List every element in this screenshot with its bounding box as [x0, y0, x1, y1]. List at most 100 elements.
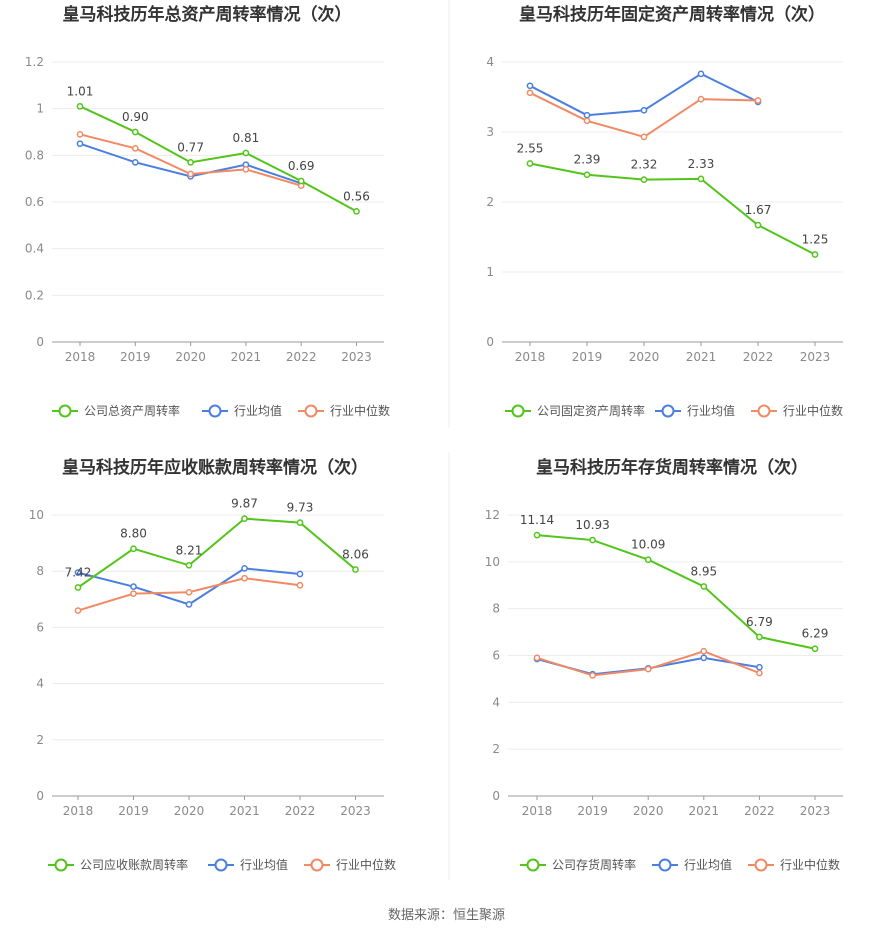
- y-tick-label: 0: [492, 789, 500, 803]
- legend-item-company[interactable]: 公司应收账款周转率: [48, 857, 188, 872]
- data-point-median: [533, 654, 541, 662]
- x-tick-label: 2021: [231, 350, 262, 364]
- data-point-company: [589, 536, 596, 544]
- data-point-median: [583, 117, 591, 125]
- y-tick-label: 4: [492, 695, 500, 709]
- legend-item-company[interactable]: 公司固定资产周转率: [505, 403, 645, 418]
- data-point-company: [131, 128, 139, 136]
- data-point-median: [241, 574, 248, 582]
- legend-label: 行业中位数: [783, 403, 843, 418]
- legend-label: 公司应收账款周转率: [80, 857, 188, 872]
- x-tick-label: 2023: [340, 804, 371, 818]
- data-point-avg: [76, 140, 84, 148]
- data-label: 0.90: [122, 110, 149, 124]
- data-label: 2.32: [631, 158, 658, 172]
- data-point-median: [74, 607, 82, 614]
- data-point-median: [754, 97, 762, 104]
- legend-label: 公司存货周转率: [552, 857, 636, 872]
- y-tick-label: 0.6: [25, 195, 44, 209]
- y-tick-label: 0.2: [25, 288, 44, 302]
- data-point-company: [352, 566, 359, 573]
- legend-label: 行业均值: [240, 857, 288, 872]
- series-line-company: [529, 162, 816, 256]
- legend-label: 行业中位数: [336, 857, 396, 872]
- data-point-median: [589, 672, 596, 679]
- y-tick-label: 6: [36, 620, 44, 634]
- legend-marker-icon: [214, 858, 228, 872]
- x-tick-label: 2019: [572, 350, 603, 364]
- legend-item-median[interactable]: 行业中位数: [298, 403, 390, 418]
- data-point-avg: [131, 158, 139, 166]
- x-tick-label: 2023: [341, 350, 372, 364]
- data-label: 1.25: [802, 233, 829, 247]
- data-point-median: [640, 133, 648, 141]
- y-tick-label: 10: [485, 555, 500, 569]
- data-point-company: [296, 519, 304, 526]
- legend-label: 行业中位数: [780, 857, 840, 872]
- data-point-median: [187, 170, 194, 178]
- data-label: 2.39: [574, 153, 601, 167]
- legend-marker-icon: [58, 404, 72, 418]
- x-tick-label: 2022: [744, 804, 775, 818]
- x-tick-label: 2020: [633, 804, 664, 818]
- legend-marker-icon: [54, 858, 68, 872]
- data-point-median: [242, 165, 250, 173]
- y-tick-label: 2: [36, 733, 44, 747]
- data-point-company: [811, 645, 819, 653]
- data-point-avg: [700, 654, 708, 662]
- data-label: 0.69: [288, 159, 315, 173]
- data-point-avg: [697, 70, 705, 78]
- data-point-avg: [526, 82, 534, 90]
- data-point-avg: [756, 663, 763, 671]
- legend-item-avg[interactable]: 行业均值: [208, 857, 288, 872]
- series-line-company: [79, 105, 357, 213]
- data-label: 10.09: [631, 538, 665, 552]
- y-tick-label: 2: [486, 195, 494, 209]
- data-point-company: [697, 175, 705, 183]
- legend-label: 行业中位数: [330, 403, 390, 418]
- x-tick-label: 2020: [175, 350, 206, 364]
- chart-panel-2: 皇马科技历年固定资产周转率情况（次） 0 1 2 3 4 2018 2019 2020 2021 2…: [486, 4, 843, 418]
- legend-item-avg[interactable]: 行业均值: [655, 403, 735, 418]
- legend-item-avg[interactable]: 行业均值: [652, 857, 732, 872]
- legend-item-avg[interactable]: 行业均值: [202, 403, 282, 418]
- data-point-avg: [583, 111, 591, 119]
- data-label: 1.67: [745, 203, 772, 217]
- data-point-company: [583, 171, 591, 179]
- data-label: 7.42: [65, 565, 92, 579]
- data-label: 8.80: [120, 527, 147, 541]
- data-point-company: [754, 221, 762, 229]
- chart-title: 皇马科技历年总资产周转率情况（次）: [63, 4, 352, 25]
- legend-marker-icon: [304, 404, 318, 418]
- data-label: 1.01: [67, 84, 94, 98]
- x-tick-label: 2022: [743, 350, 774, 364]
- data-point-company: [353, 207, 360, 215]
- legend-marker-icon: [511, 404, 525, 418]
- legend-item-company[interactable]: 公司总资产周转率: [52, 403, 180, 418]
- data-point-avg: [640, 106, 648, 114]
- data-label: 6.79: [746, 615, 773, 629]
- legend-marker-icon: [310, 858, 324, 872]
- legend-item-median[interactable]: 行业中位数: [304, 857, 396, 872]
- x-tick-label: 2018: [63, 804, 94, 818]
- legend-label: 公司总资产周转率: [84, 403, 180, 418]
- x-tick-label: 2020: [174, 804, 205, 818]
- y-tick-label: 8: [36, 564, 44, 578]
- legend-marker-icon: [757, 404, 771, 418]
- data-point-median: [644, 665, 652, 673]
- x-tick-label: 2018: [515, 350, 546, 364]
- data-point-company: [811, 251, 819, 258]
- legend-item-median[interactable]: 行业中位数: [751, 403, 843, 418]
- data-point-median: [756, 669, 763, 677]
- legend-item-company[interactable]: 公司存货周转率: [520, 857, 636, 872]
- data-point-company: [700, 583, 708, 590]
- y-tick-label: 0.4: [25, 242, 44, 256]
- legend-label: 公司固定资产周转率: [537, 403, 645, 418]
- legend-item-median[interactable]: 行业中位数: [748, 857, 840, 872]
- series-line-avg: [77, 567, 301, 606]
- x-tick-label: 2020: [629, 350, 660, 364]
- data-point-company: [526, 160, 534, 167]
- y-tick-label: 0.8: [25, 148, 44, 162]
